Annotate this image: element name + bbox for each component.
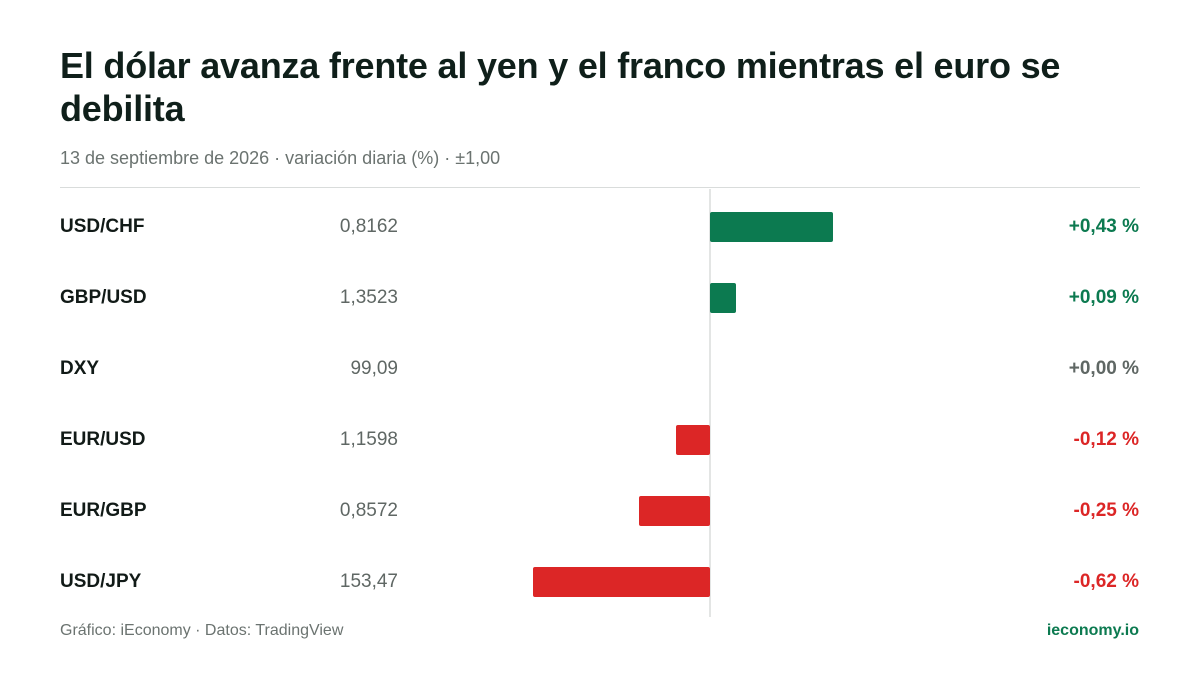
currency-pair-label: EUR/GBP: [60, 500, 147, 521]
daily-change-label: +0,00 %: [1068, 358, 1139, 379]
daily-change-label: -0,12 %: [1073, 429, 1139, 450]
daily-change-label: +0,09 %: [1068, 287, 1139, 308]
daily-change-label: -0,62 %: [1073, 571, 1139, 592]
exchange-rate-value: 0,8572: [339, 500, 398, 521]
change-bar: [710, 212, 833, 242]
exchange-rate-value: 1,1598: [339, 429, 398, 450]
currency-pair-label: USD/CHF: [60, 216, 145, 237]
header-divider: [60, 187, 1140, 188]
currency-row: USD/JPY 153,47 -0,62 %: [0, 557, 1200, 607]
change-bar: [638, 496, 710, 526]
exchange-rate-value: 1,3523: [339, 287, 398, 308]
currency-row: EUR/GBP 0,8572 -0,25 %: [0, 486, 1200, 536]
chart-subtitle: 13 de septiembre de 2026 · variación dia…: [60, 148, 501, 168]
change-bar: [675, 425, 710, 455]
change-bar: [710, 283, 736, 313]
currency-row: DXY 99,09 +0,00 %: [0, 344, 1200, 394]
currency-row: EUR/USD 1,1598 -0,12 %: [0, 415, 1200, 465]
daily-change-label: -0,25 %: [1073, 500, 1139, 521]
daily-change-label: +0,43 %: [1068, 216, 1139, 237]
source-credit: Gráfico: iEconomy · Datos: TradingView: [60, 622, 344, 639]
chart-title: El dólar avanza frente al yen y el franc…: [60, 45, 1061, 129]
change-bar: [533, 567, 710, 597]
currency-row: GBP/USD 1,3523 +0,09 %: [0, 273, 1200, 323]
currency-pair-label: DXY: [60, 358, 100, 379]
brand-link[interactable]: ieconomy.io: [1046, 622, 1139, 639]
currency-row: USD/CHF 0,8162 +0,43 %: [0, 202, 1200, 252]
exchange-rate-value: 153,47: [339, 571, 398, 592]
exchange-rate-value: 0,8162: [339, 216, 398, 237]
currency-pair-label: USD/JPY: [60, 571, 142, 592]
currency-pair-label: GBP/USD: [60, 287, 147, 308]
currency-pair-label: EUR/USD: [60, 429, 146, 450]
exchange-rate-value: 99,09: [350, 358, 398, 379]
zero-axis-line: [709, 189, 711, 617]
